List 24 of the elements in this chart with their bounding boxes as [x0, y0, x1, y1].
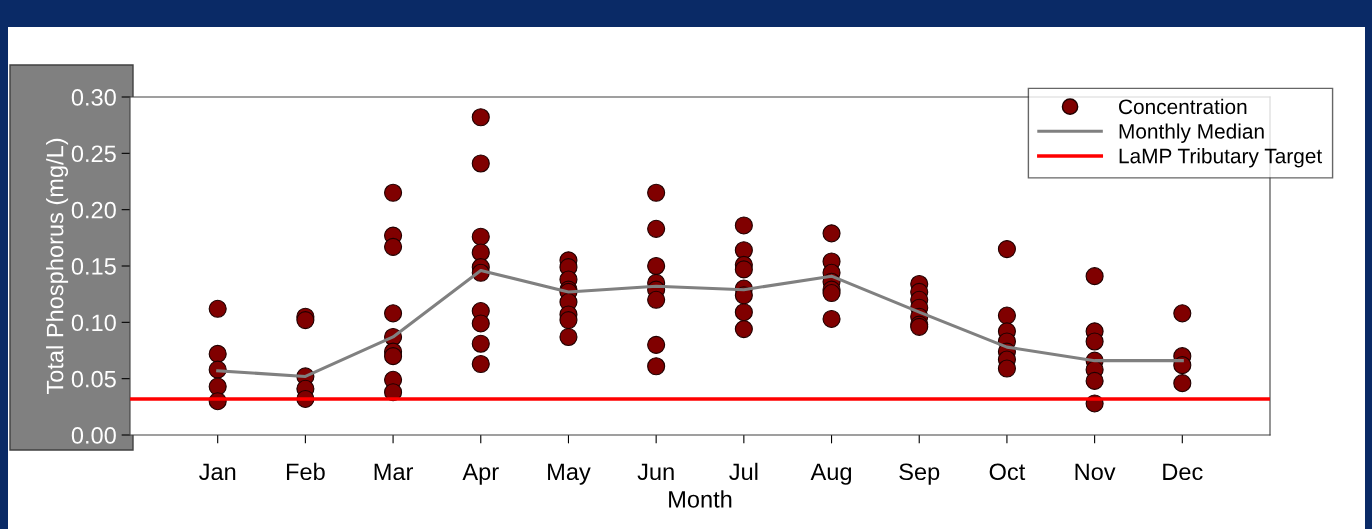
- legend-label: LaMP Tributary Target: [1119, 148, 1323, 168]
- y-tick-label: 0.30: [71, 89, 116, 106]
- legend-label: Concentration: [1119, 98, 1247, 115]
- legend-label: Monthly Median: [1119, 123, 1264, 143]
- x-tick-label: Mar: [374, 463, 414, 481]
- y-tick-label: 0.10: [71, 314, 116, 332]
- y-axis-title: Total Phosphorus (mg/L): [46, 138, 69, 395]
- x-tick-label: Oct: [989, 463, 1026, 481]
- y-tick-label: 0.00: [71, 427, 116, 444]
- x-tick-label: Feb: [286, 462, 325, 481]
- x-tick-label: May: [548, 463, 591, 485]
- x-tick-label: Sep: [899, 463, 940, 485]
- x-tick-label: Jul: [729, 462, 758, 481]
- x-tick-label: Nov: [1075, 463, 1116, 481]
- x-tick-label: Jun: [637, 463, 674, 481]
- x-tick-label: Jan: [199, 463, 236, 481]
- x-tick-label: Dec: [1163, 463, 1203, 481]
- y-tick-label: 0.25: [71, 145, 116, 163]
- x-tick-label: Apr: [462, 463, 499, 485]
- x-axis-title: Month: [669, 490, 732, 508]
- y-tick-label: 0.20: [71, 201, 116, 219]
- y-tick-label: 0.15: [71, 258, 116, 275]
- y-tick-label: 0.05: [71, 370, 116, 388]
- x-tick-label: Aug: [810, 463, 852, 485]
